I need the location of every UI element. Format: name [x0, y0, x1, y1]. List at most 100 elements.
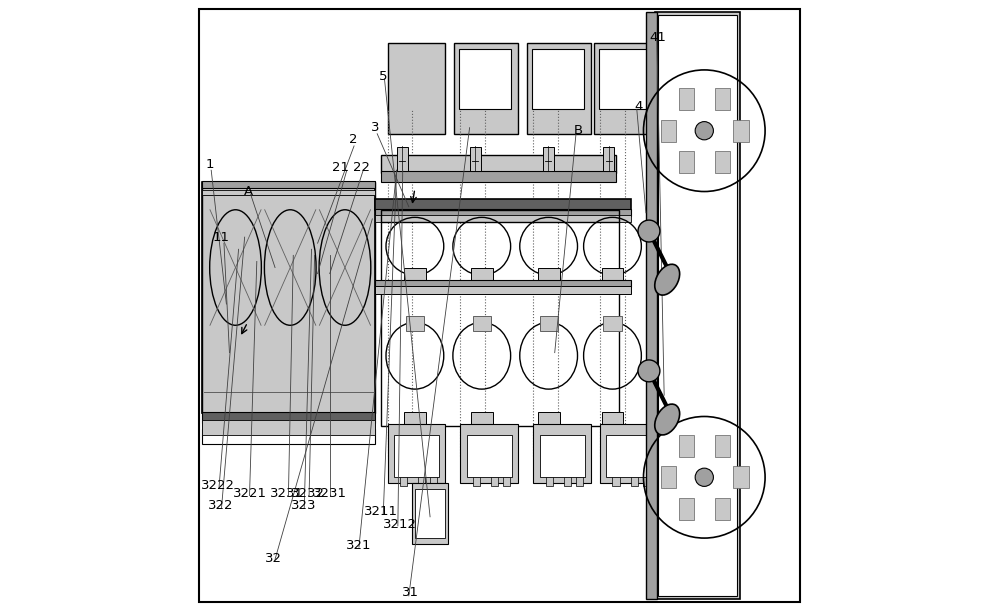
Bar — [603, 316, 622, 331]
Text: 2: 2 — [349, 133, 357, 147]
Text: 3232: 3232 — [291, 487, 325, 500]
Ellipse shape — [655, 404, 680, 435]
Bar — [606, 435, 652, 477]
Bar — [733, 120, 749, 142]
Bar — [631, 477, 638, 486]
Text: 11: 11 — [213, 230, 230, 244]
Bar — [397, 147, 408, 171]
Circle shape — [695, 468, 713, 486]
Text: 3221: 3221 — [233, 487, 267, 500]
Bar — [538, 412, 560, 426]
Bar — [202, 412, 375, 423]
Bar — [202, 181, 375, 188]
Bar — [412, 483, 448, 544]
Bar — [404, 412, 426, 426]
Bar — [394, 435, 439, 477]
Bar — [406, 316, 424, 331]
Bar — [430, 477, 437, 486]
Bar — [388, 424, 445, 483]
Bar — [503, 477, 510, 486]
Bar — [665, 407, 732, 547]
Text: 4: 4 — [634, 100, 643, 113]
Bar — [202, 420, 375, 435]
Bar — [473, 477, 480, 486]
Bar — [470, 147, 481, 171]
Text: 32: 32 — [265, 551, 282, 565]
Text: 1: 1 — [205, 157, 214, 171]
Bar — [202, 421, 375, 432]
Text: 322: 322 — [208, 499, 233, 513]
Bar — [418, 477, 425, 486]
Bar — [715, 498, 730, 520]
Text: 3: 3 — [371, 121, 380, 134]
Bar — [471, 268, 493, 281]
Bar — [460, 424, 518, 483]
Bar — [202, 182, 375, 413]
Bar — [679, 435, 694, 457]
Bar — [612, 477, 620, 486]
Circle shape — [638, 360, 660, 382]
Bar — [375, 215, 631, 222]
Bar — [473, 316, 491, 331]
Bar — [658, 15, 737, 596]
Text: 3231: 3231 — [270, 487, 304, 500]
Bar — [665, 61, 732, 201]
Text: 31: 31 — [402, 586, 419, 599]
Bar — [415, 489, 445, 538]
Bar — [715, 151, 730, 173]
Bar — [599, 49, 651, 109]
Bar — [733, 466, 749, 488]
Bar — [540, 435, 585, 477]
Bar — [679, 88, 694, 110]
Bar — [202, 182, 375, 413]
Bar — [594, 43, 658, 134]
Bar — [576, 477, 583, 486]
Text: 21: 21 — [332, 161, 349, 174]
Bar — [375, 209, 631, 216]
Bar — [602, 412, 623, 426]
Text: 5: 5 — [379, 69, 388, 83]
Bar — [532, 49, 584, 109]
Bar — [404, 268, 426, 281]
Bar — [202, 190, 375, 195]
Bar — [661, 120, 676, 142]
Bar — [381, 155, 616, 173]
Bar — [375, 280, 631, 287]
Bar — [655, 12, 740, 599]
Bar — [603, 147, 614, 171]
Bar — [715, 435, 730, 457]
Bar — [546, 477, 553, 486]
Bar — [646, 12, 657, 599]
Text: 3222: 3222 — [201, 478, 235, 492]
Bar — [543, 147, 554, 171]
Text: 323: 323 — [291, 499, 317, 513]
Bar — [459, 49, 511, 109]
Bar — [375, 199, 631, 210]
Bar — [643, 477, 650, 486]
Text: 41: 41 — [650, 31, 667, 44]
Bar — [661, 466, 676, 488]
Text: 22: 22 — [353, 161, 370, 174]
Bar — [400, 477, 407, 486]
Bar — [375, 286, 631, 294]
Bar — [381, 171, 616, 182]
Text: 3212: 3212 — [383, 517, 417, 531]
Bar — [491, 477, 498, 486]
Text: 3231: 3231 — [313, 487, 347, 500]
Text: 3211: 3211 — [364, 505, 398, 519]
Text: A: A — [244, 185, 253, 198]
Bar — [527, 43, 591, 134]
Circle shape — [695, 122, 713, 140]
Bar — [538, 268, 560, 281]
Bar — [533, 424, 591, 483]
Bar — [471, 412, 493, 426]
Bar — [600, 424, 658, 483]
Bar — [679, 498, 694, 520]
Ellipse shape — [655, 264, 680, 295]
Bar — [381, 292, 619, 426]
Bar — [381, 210, 619, 283]
Bar — [715, 88, 730, 110]
Bar — [679, 151, 694, 173]
Circle shape — [638, 220, 660, 242]
Text: B: B — [573, 124, 582, 137]
